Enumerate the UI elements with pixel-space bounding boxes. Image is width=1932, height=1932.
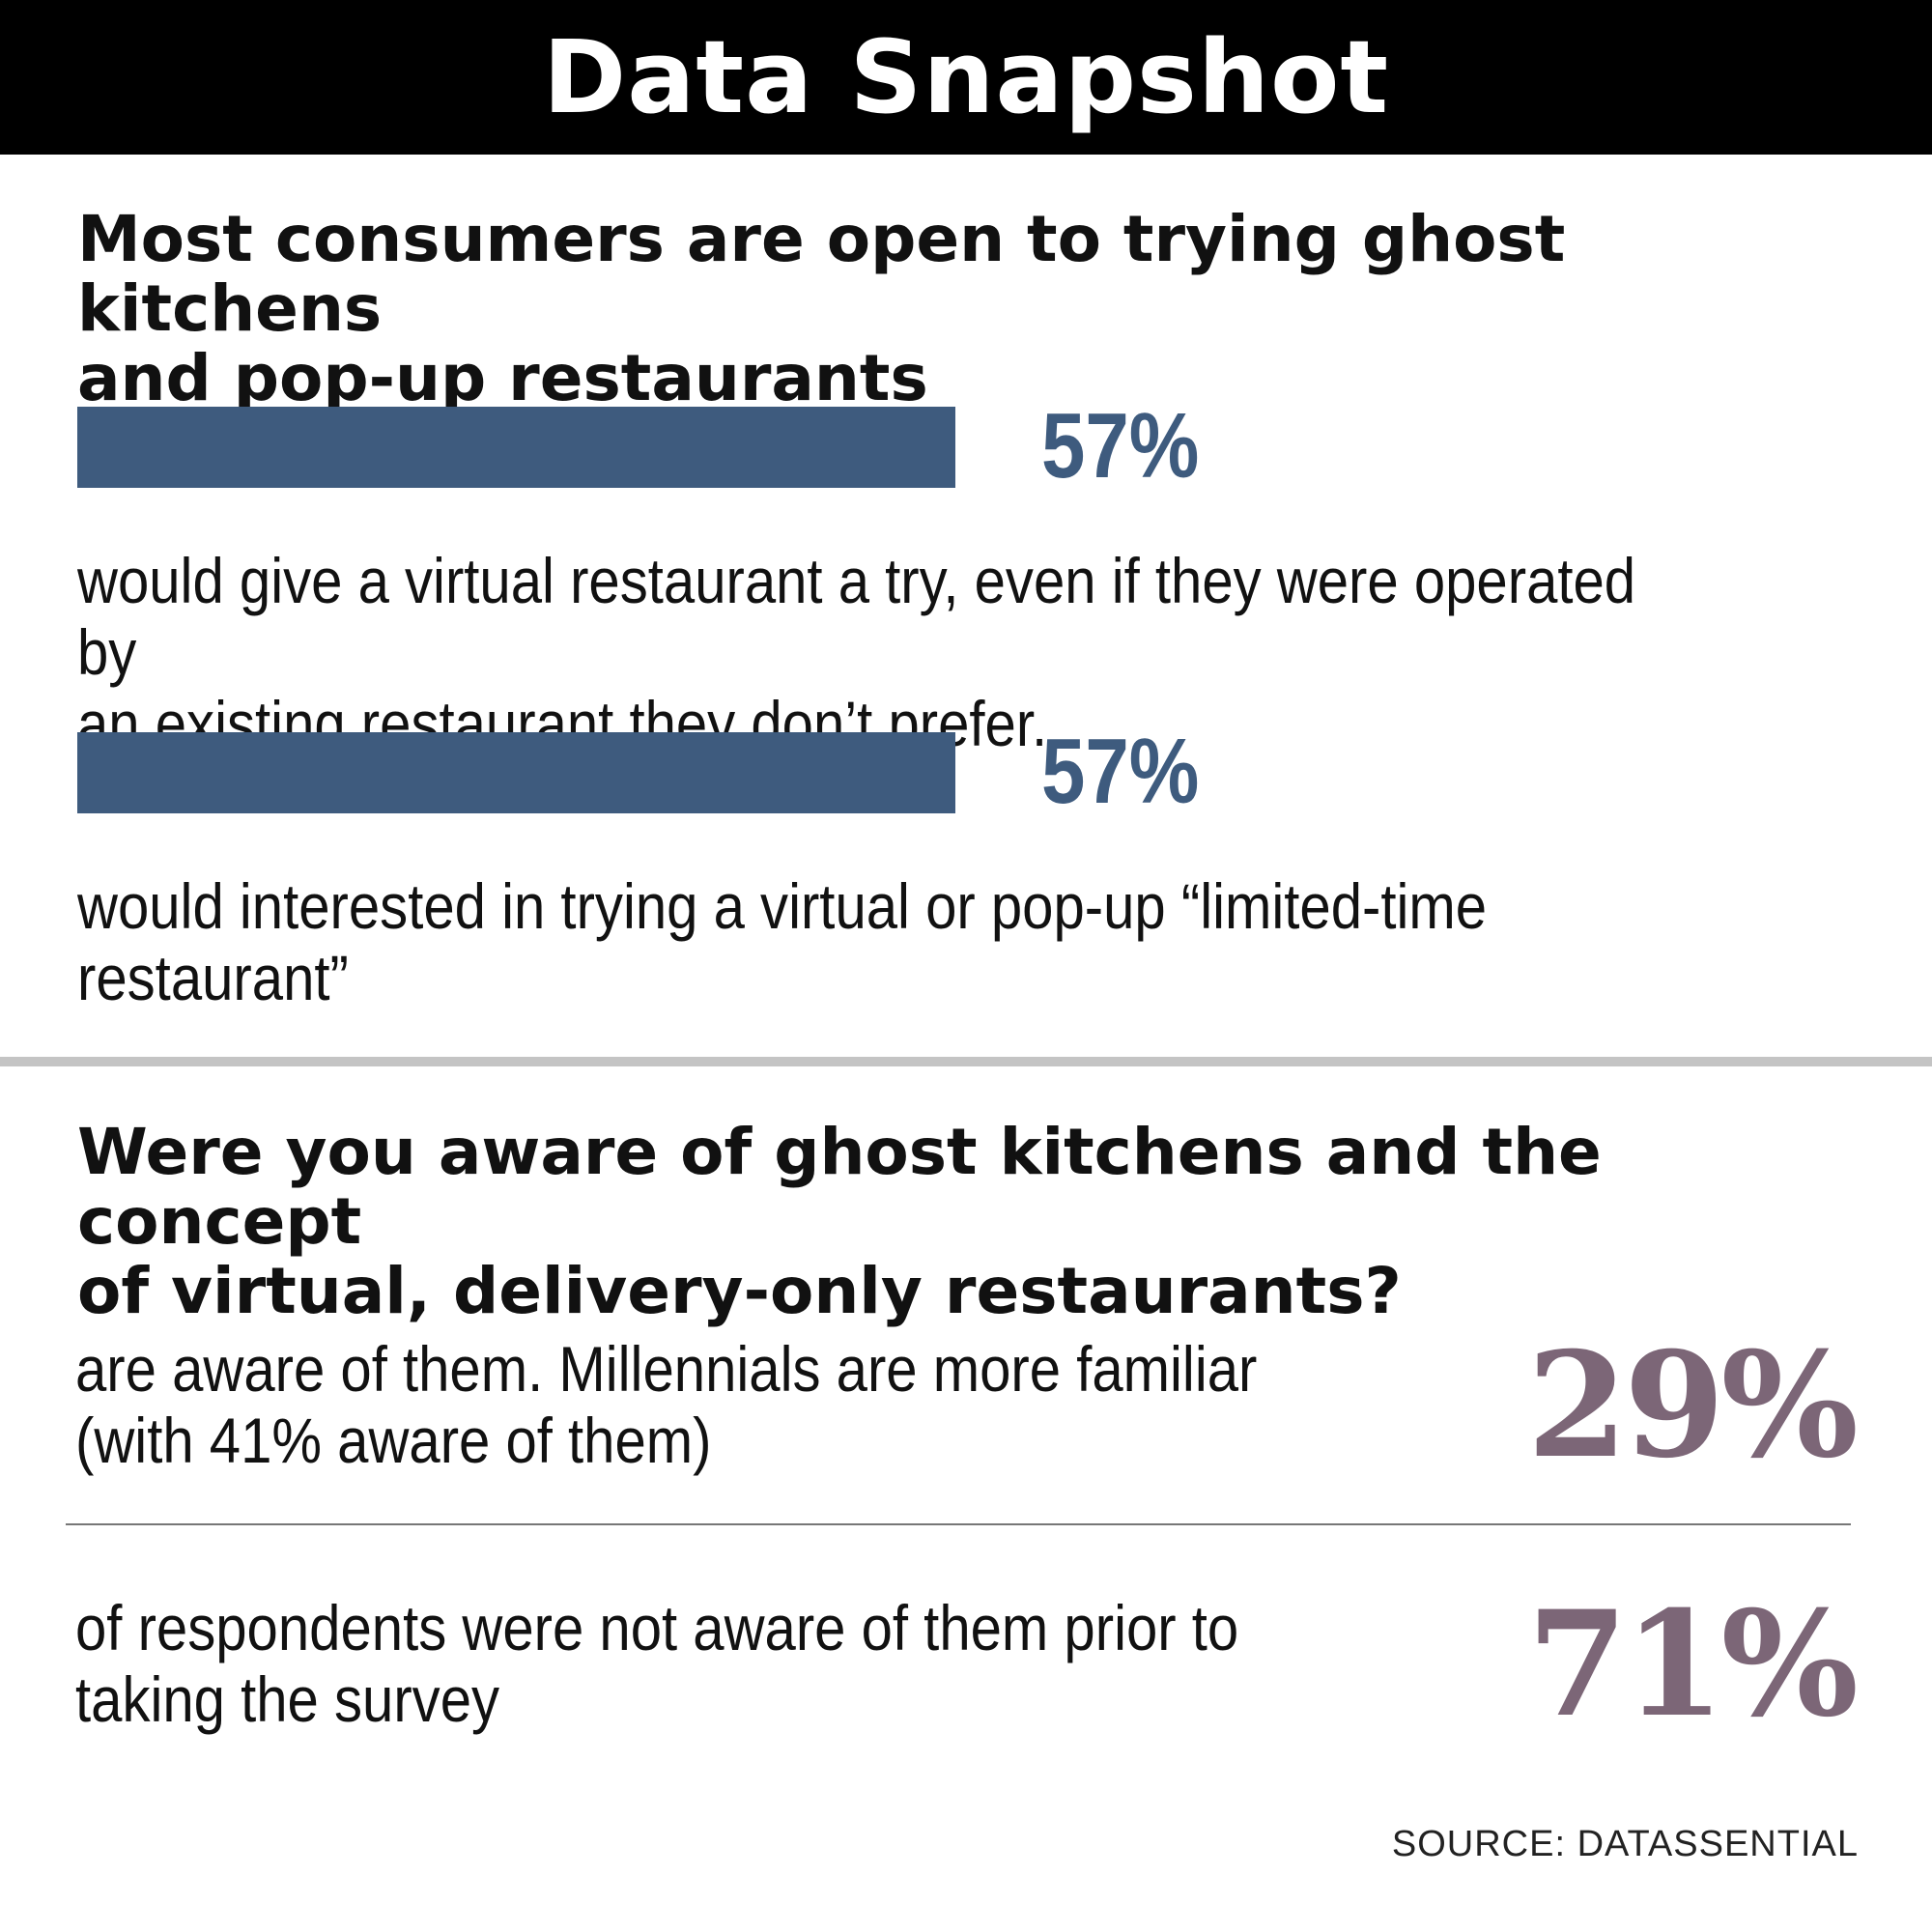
section-divider <box>0 1057 1932 1066</box>
section1-heading-line1: Most consumers are open to trying ghost … <box>77 202 1566 346</box>
bar-description: would give a virtual restaurant a try, e… <box>77 545 1675 759</box>
stat-description: are aware of them. Millennials are more … <box>75 1333 1283 1476</box>
header-banner: Data Snapshot <box>0 0 1932 155</box>
bar-value-label: 57% <box>1041 394 1200 497</box>
bar-value-label: 57% <box>1041 720 1200 823</box>
bar-description: would interested in trying a virtual or … <box>77 870 1675 1013</box>
stat-description-line1: are aware of them. Millennials are more … <box>75 1333 1258 1405</box>
section1-heading-line2: and pop-up restaurants <box>77 341 928 415</box>
row-divider <box>66 1523 1851 1525</box>
section2-heading-line2: of virtual, delivery-only restaurants? <box>77 1254 1402 1328</box>
source-credit: SOURCE: DATASSENTIAL <box>1391 1824 1859 1864</box>
page-title: Data Snapshot <box>542 18 1390 136</box>
bar-description-line1: would give a virtual restaurant a try, e… <box>77 545 1636 688</box>
section2-heading-line1: Were you aware of ghost kitchens and the… <box>77 1115 1602 1259</box>
stat-value-aware: 29% <box>1526 1321 1859 1491</box>
stat-description-line2: taking the survey <box>75 1663 500 1735</box>
section1-heading: Most consumers are open to trying ghost … <box>77 205 1874 413</box>
stat-description-line2: (with 41% aware of them) <box>75 1405 712 1476</box>
stat-description: of respondents were not aware of them pr… <box>75 1592 1283 1735</box>
section2-heading: Were you aware of ghost kitchens and the… <box>77 1118 1874 1326</box>
bar-limited-time-restaurant <box>77 732 955 813</box>
bar-description-line2: restaurant” <box>77 942 349 1013</box>
stat-description-line1: of respondents were not aware of them pr… <box>75 1592 1239 1663</box>
bar-description-line1: would interested in trying a virtual or … <box>77 870 1488 942</box>
stat-value-not-aware: 71% <box>1526 1579 1859 1749</box>
bar-virtual-restaurant-try <box>77 407 955 488</box>
